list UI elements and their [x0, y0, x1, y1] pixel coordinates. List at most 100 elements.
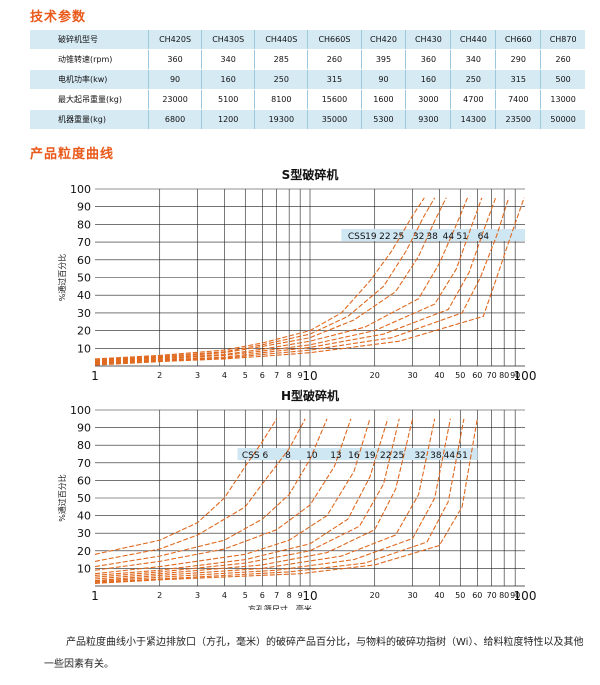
x-tick-label: 2 [157, 591, 162, 600]
chart-title: S型破碎机 [282, 167, 339, 182]
series-curve-38 [94, 418, 451, 583]
table-cell: CH660S [307, 30, 361, 50]
x-tick-label: 3 [195, 371, 200, 380]
series-curve-51 [94, 418, 478, 584]
y-tick-label: 10 [77, 342, 91, 355]
table-cell: 360 [147, 49, 202, 70]
css-value-label: 32 [414, 451, 425, 461]
series-curve-44 [94, 197, 497, 364]
css-value-label: 64 [478, 232, 490, 242]
series-curve-38 [94, 197, 483, 364]
css-value-label: 13 [330, 451, 341, 461]
table-cell: 315 [307, 69, 361, 90]
series-curve-6 [94, 418, 278, 555]
table-cell: 14300 [450, 109, 496, 130]
table-cell: 360 [405, 49, 451, 70]
y-tick-label: 60 [77, 474, 91, 487]
x-tick-label: 5 [243, 591, 248, 600]
x-tick-label: 4 [222, 591, 227, 600]
table-cell: 6800 [147, 109, 202, 130]
table-cell: 3000 [405, 89, 451, 110]
css-band [237, 448, 478, 460]
table-cell: 250 [450, 69, 496, 90]
css-value-label: 38 [426, 232, 438, 242]
series-curve-8 [94, 418, 306, 562]
x-tick-label: 90 [510, 591, 520, 600]
table-cell: 90 [147, 69, 202, 90]
x-tick-label: 80 [499, 371, 509, 380]
x-tick-label: 40 [434, 591, 444, 600]
series-curve-19 [94, 197, 425, 360]
series-curve-22 [94, 418, 400, 578]
x-tick-label: 20 [370, 591, 380, 600]
x-tick-label: 60 [472, 591, 482, 600]
table-cell: 破碎机型号 [30, 30, 149, 50]
table-cell: 35000 [307, 109, 361, 130]
x-tick-label: 40 [434, 371, 444, 380]
table-cell: 7400 [495, 89, 541, 110]
table-cell: 500 [540, 69, 585, 90]
x-tick-label: 100 [514, 369, 537, 383]
series-curve-44 [94, 418, 465, 584]
table-cell: CH420S [147, 30, 202, 50]
series-curve-16 [94, 418, 371, 575]
x-tick-label: 2 [157, 371, 162, 380]
x-tick-label: 1 [91, 369, 99, 383]
x-axis-label: 方孔筛尺寸，毫米 [248, 604, 312, 610]
css-value-label: 8 [285, 451, 291, 461]
css-value-label: 44 [443, 232, 455, 242]
y-tick-label: 20 [77, 545, 91, 558]
y-tick-label: 100 [70, 404, 91, 417]
y-tick-label: 70 [77, 236, 91, 249]
x-tick-label: 60 [472, 371, 482, 380]
series-curve-32 [94, 418, 436, 582]
x-tick-label: 8 [287, 591, 292, 600]
y-tick-label: 30 [77, 527, 91, 540]
table-cell: 13000 [540, 89, 585, 110]
y-tick-label: 40 [77, 289, 91, 302]
y-tick-label: 10 [77, 562, 91, 575]
series-curve-32 [94, 197, 469, 363]
series-curve-25 [94, 418, 414, 580]
series-curve-19 [94, 418, 389, 576]
table-cell: 最大起吊重量(kg) [30, 89, 149, 110]
x-tick-label: 5 [243, 371, 248, 380]
x-tick-label: 100 [514, 589, 537, 603]
y-axis-label: %通过百分比 [57, 254, 67, 302]
table-cell: 23500 [495, 109, 541, 130]
css-label: CSS [348, 232, 366, 242]
table-cell: 电机功率(kw) [30, 69, 149, 90]
css-value-label: 32 [413, 232, 424, 242]
y-tick-label: 30 [77, 307, 91, 320]
specs-table: 破碎机型号 CH420S CH430S CH440S CH660S CH420 … [30, 30, 585, 130]
x-tick-label: 6 [260, 371, 265, 380]
chart-title: H型破碎机 [281, 388, 339, 403]
css-value-label: 25 [393, 232, 404, 242]
css-value-label: 51 [456, 232, 467, 242]
curves-heading: 产品粒度曲线 [30, 147, 115, 162]
table-cell: CH440 [450, 30, 496, 50]
css-value-label: 16 [348, 451, 360, 461]
x-tick-label: 7 [274, 371, 279, 380]
series-curve-64 [94, 197, 525, 366]
y-tick-label: 50 [77, 272, 91, 285]
table-cell: 340 [201, 49, 255, 70]
table-cell: CH870 [540, 30, 585, 50]
x-tick-label: 70 [487, 371, 497, 380]
css-value-label: 19 [364, 451, 376, 461]
table-row: 机器重量(kg) 6800 1200 19300 35000 5300 9300… [30, 109, 585, 130]
series-curve-22 [94, 197, 436, 361]
table-cell: 160 [405, 69, 451, 90]
table-cell: 8100 [254, 89, 308, 110]
table-cell: 290 [495, 49, 541, 70]
table-cell: 160 [201, 69, 255, 90]
table-cell: CH660 [495, 30, 541, 50]
css-value-label: 44 [444, 451, 456, 461]
x-tick-label: 20 [370, 371, 380, 380]
x-tick-label: 6 [260, 591, 265, 600]
table-cell: 5100 [201, 89, 255, 110]
x-tick-label: 10 [302, 369, 317, 383]
caption-text: 产品粒度曲线小于紧边排放口（方孔，毫米）的破碎产品百分比，与物料的破碎功指树（W… [44, 637, 584, 670]
x-tick-label: 9 [298, 371, 303, 380]
